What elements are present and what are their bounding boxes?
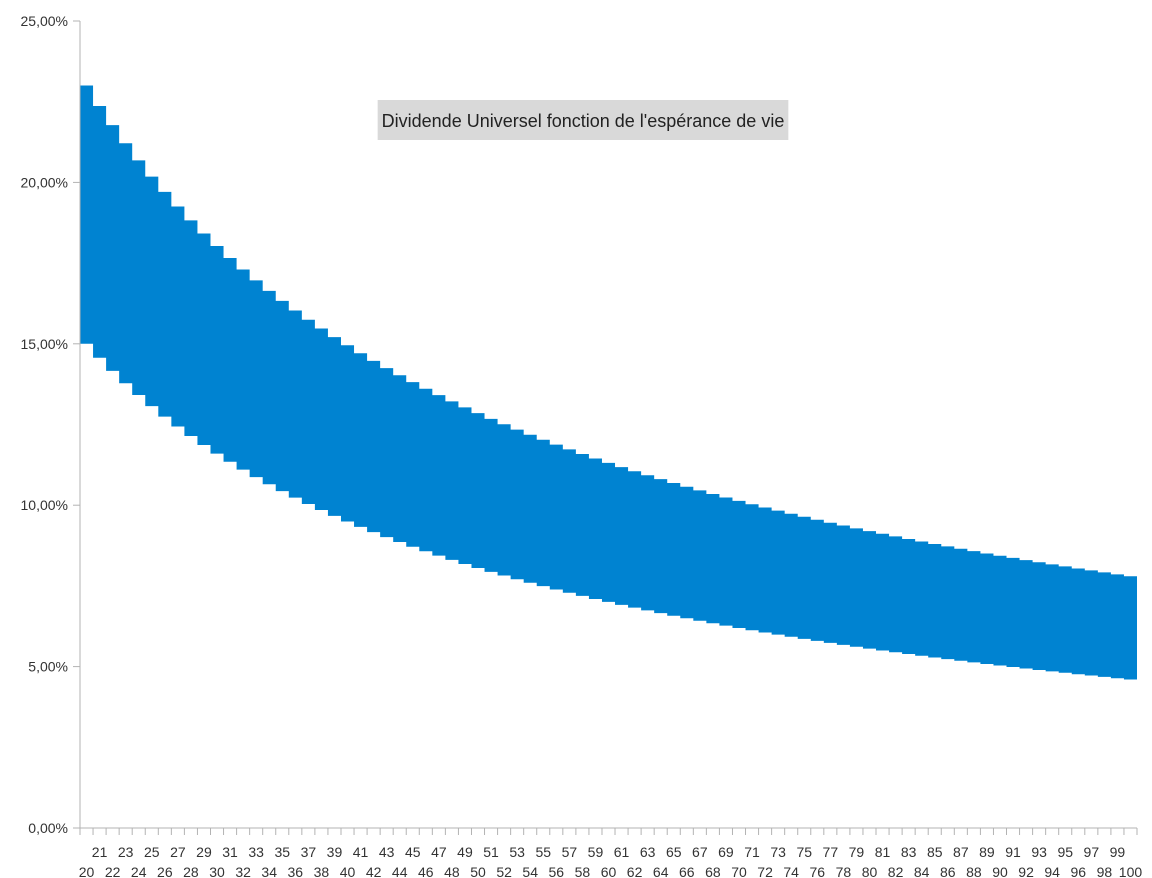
x-tick-label: 33 (248, 844, 264, 860)
x-tick-label: 79 (849, 844, 865, 860)
x-tick-label: 51 (483, 844, 499, 860)
x-tick-label: 40 (340, 864, 356, 878)
x-tick-label: 22 (105, 864, 121, 878)
x-tick-label: 87 (953, 844, 969, 860)
x-tick-label: 32 (235, 864, 251, 878)
x-tick-label: 82 (888, 864, 904, 878)
x-tick-label: 98 (1097, 864, 1113, 878)
x-tick-label: 25 (144, 844, 160, 860)
x-tick-label: 52 (496, 864, 512, 878)
x-axis: 20 21 22 23 24 25 26 27 28 29 30 31 32 33 34 35 36 37 38 39… (79, 827, 1143, 878)
x-tick-label: 34 (261, 864, 277, 878)
chart-title-group: Dividende Universel fonction de l'espéra… (377, 100, 789, 140)
x-tick-label: 62 (627, 864, 643, 878)
x-tick-label: 77 (823, 844, 839, 860)
x-tick-label: 23 (118, 844, 134, 860)
x-tick-label: 80 (862, 864, 878, 878)
x-tick-label: 83 (901, 844, 917, 860)
x-tick-label: 27 (170, 844, 186, 860)
x-tick-label: 28 (183, 864, 199, 878)
x-tick-label: 29 (196, 844, 212, 860)
x-tick-label: 59 (588, 844, 604, 860)
area-band (80, 85, 1137, 680)
x-tick-label: 39 (327, 844, 343, 860)
x-tick-label: 43 (379, 844, 395, 860)
x-tick-label: 76 (810, 864, 826, 878)
x-tick-label: 58 (575, 864, 591, 878)
x-tick-label: 35 (274, 844, 290, 860)
x-tick-label: 63 (640, 844, 656, 860)
x-tick-label: 56 (549, 864, 565, 878)
x-tick-label: 38 (314, 864, 330, 878)
y-tick-label: 15,00% (21, 336, 68, 352)
x-tick-label: 65 (666, 844, 682, 860)
x-tick-label: 61 (614, 844, 630, 860)
x-tick-label: 78 (836, 864, 852, 878)
x-tick-label: 46 (418, 864, 434, 878)
x-tick-label: 30 (209, 864, 225, 878)
x-tick-label: 74 (783, 864, 799, 878)
x-tick-label: 44 (392, 864, 408, 878)
x-tick-label: 26 (157, 864, 173, 878)
x-tick-label: 84 (914, 864, 930, 878)
x-tick-label: 100 (1119, 864, 1143, 878)
x-tick-label: 73 (770, 844, 786, 860)
x-tick-label: 94 (1044, 864, 1060, 878)
x-tick-label: 81 (875, 844, 891, 860)
x-tick-label: 72 (757, 864, 773, 878)
x-tick-label: 49 (457, 844, 473, 860)
y-tick-label: 20,00% (21, 174, 68, 190)
x-tick-label: 54 (522, 864, 538, 878)
x-tick-label: 90 (992, 864, 1008, 878)
x-tick-label: 93 (1031, 844, 1047, 860)
chart-title: Dividende Universel fonction de l'espéra… (382, 111, 785, 131)
x-tick-label: 68 (705, 864, 721, 878)
x-tick-label: 89 (979, 844, 995, 860)
x-tick-label: 85 (927, 844, 943, 860)
x-tick-label: 99 (1110, 844, 1126, 860)
x-tick-label: 45 (405, 844, 421, 860)
x-tick-label: 57 (562, 844, 578, 860)
y-tick-label: 5,00% (28, 659, 68, 675)
x-tick-label: 95 (1057, 844, 1073, 860)
y-tick-label: 0,00% (28, 820, 68, 836)
x-tick-label: 88 (966, 864, 982, 878)
x-tick-label: 97 (1084, 844, 1100, 860)
x-tick-label: 67 (692, 844, 708, 860)
x-tick-label: 47 (431, 844, 447, 860)
y-tick-label: 10,00% (21, 497, 68, 513)
x-tick-label: 66 (679, 864, 695, 878)
x-tick-label: 48 (444, 864, 460, 878)
y-axis: 0,00% 5,00% 10,00% 15,00% 20,00% 25,00% (21, 13, 81, 836)
x-tick-label: 41 (353, 844, 369, 860)
x-tick-label: 37 (301, 844, 317, 860)
x-tick-label: 50 (470, 864, 486, 878)
x-tick-label: 70 (731, 864, 747, 878)
x-tick-label: 60 (601, 864, 617, 878)
x-tick-label: 36 (288, 864, 304, 878)
x-tick-label: 75 (796, 844, 812, 860)
x-tick-label: 64 (653, 864, 669, 878)
x-tick-label: 69 (718, 844, 734, 860)
x-tick-label: 21 (92, 844, 108, 860)
x-tick-label: 92 (1018, 864, 1034, 878)
plot-area (80, 85, 1137, 680)
x-tick-label: 53 (509, 844, 525, 860)
x-tick-label: 96 (1070, 864, 1086, 878)
x-tick-label: 91 (1005, 844, 1021, 860)
x-tick-label: 42 (366, 864, 382, 878)
x-tick-label: 24 (131, 864, 147, 878)
x-tick-label: 86 (940, 864, 956, 878)
x-tick-label: 20 (79, 864, 95, 878)
x-tick-label: 31 (222, 844, 238, 860)
y-tick-label: 25,00% (21, 13, 68, 29)
chart-title-background (377, 100, 789, 140)
x-tick-label: 71 (744, 844, 760, 860)
x-tick-label: 55 (535, 844, 551, 860)
